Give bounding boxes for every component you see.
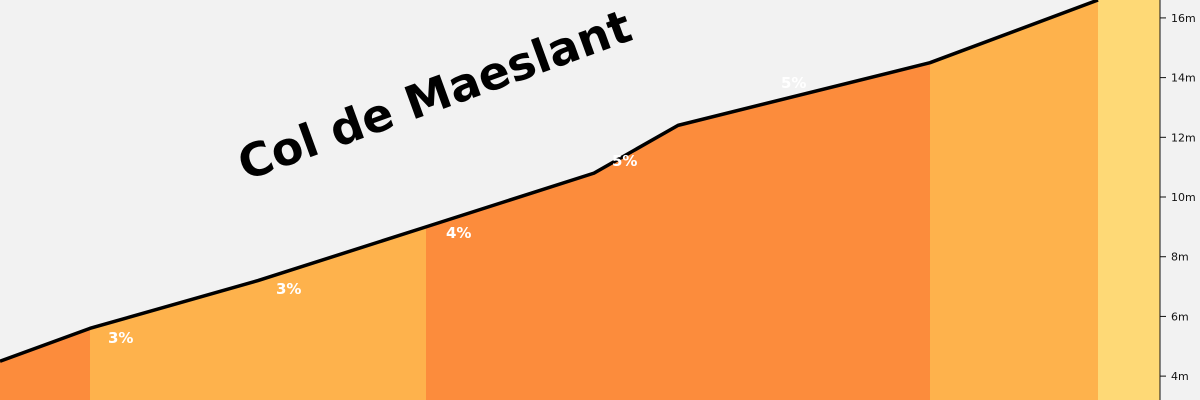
y-tick-label-3: 10m (1171, 191, 1196, 204)
grade-label-2: 3% (276, 280, 301, 298)
segment-area-7 (1098, 0, 1160, 400)
segment-area-5 (762, 62, 930, 400)
profile-line (0, 0, 1099, 363)
grade-label-6: 5% (948, 0, 973, 4)
grade-label-5: 5% (781, 74, 806, 92)
y-tick-label-2: 8m (1171, 251, 1189, 264)
y-tick-label-4: 12m (1171, 131, 1196, 144)
y-tick-label-5: 14m (1171, 72, 1196, 85)
y-tick-label-1: 6m (1171, 310, 1189, 323)
segment-area-2 (258, 226, 426, 400)
grade-label-4: 5% (612, 152, 637, 170)
segment-area-3 (426, 173, 594, 400)
segment-area-0 (0, 328, 90, 400)
y-axis: 4m 6m 8m 10m 12m 14m 16m (1159, 0, 1196, 400)
grade-labels: 3% 3% 4% 5% 5% 5% (108, 0, 973, 347)
y-tick-label-6: 16m (1171, 12, 1196, 25)
segment-area-6 (930, 0, 1098, 400)
y-tick-label-0: 4m (1171, 370, 1189, 383)
segment-area-4 (594, 104, 762, 400)
grade-label-1: 3% (108, 329, 133, 347)
area-layer (0, 0, 1160, 400)
segment-area-1 (90, 280, 258, 400)
grade-label-3: 4% (446, 224, 471, 242)
